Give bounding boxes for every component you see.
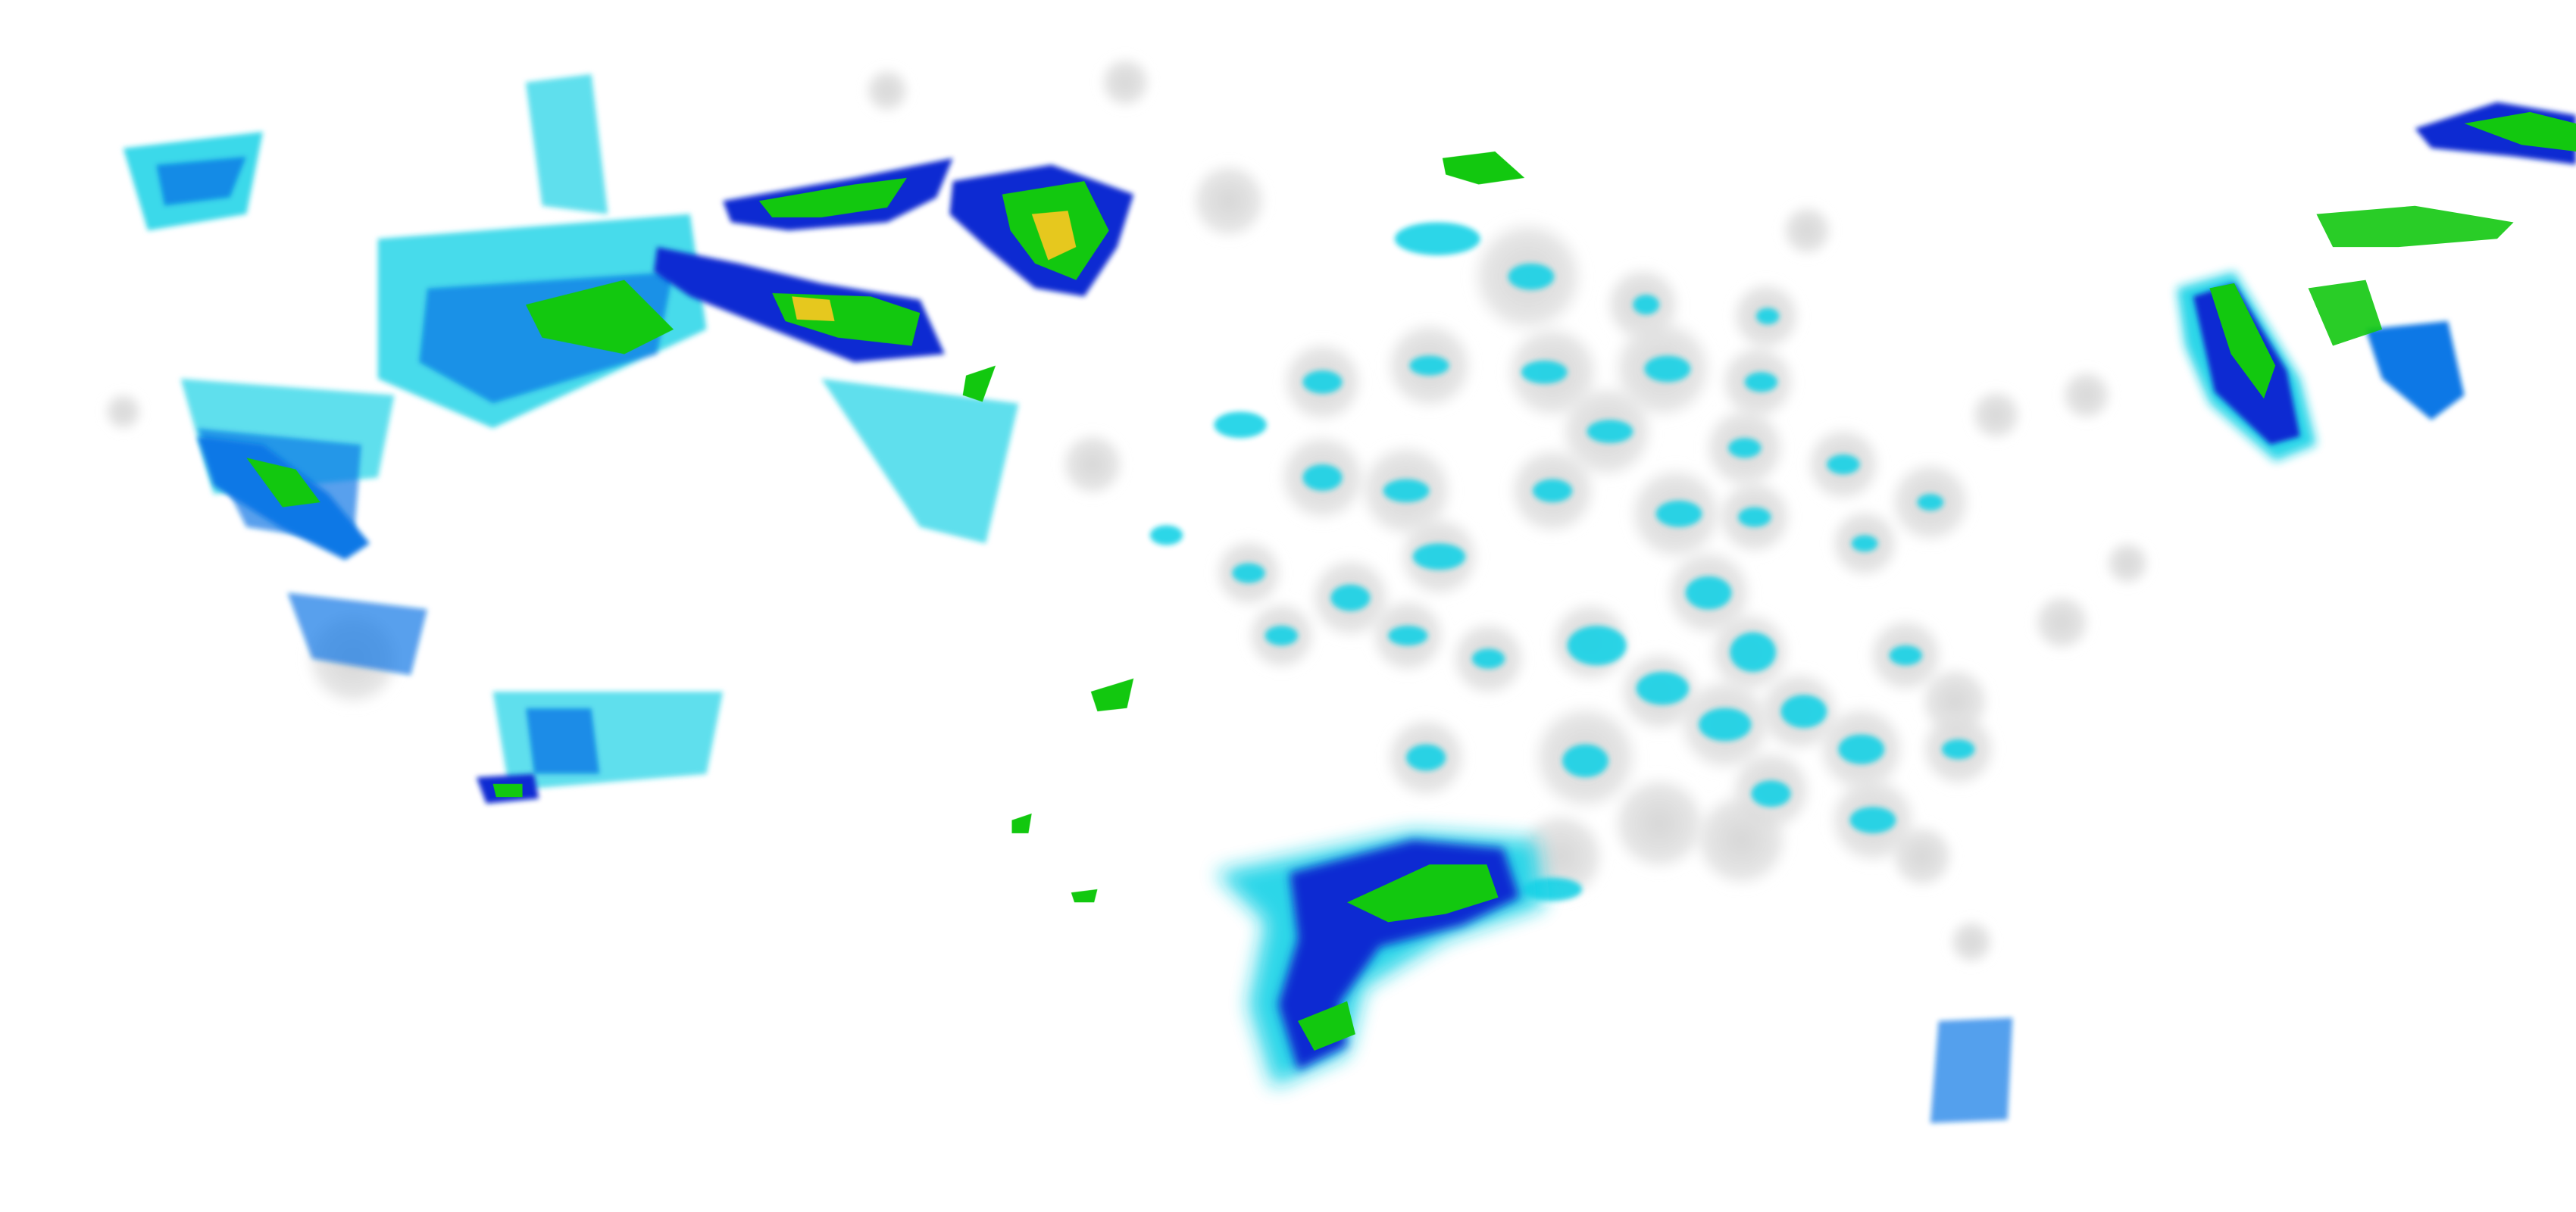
clutter-ring xyxy=(2060,368,2113,422)
storm-band xyxy=(2316,205,2514,248)
clutter-ring xyxy=(2032,592,2092,652)
echo-cluster xyxy=(287,592,427,676)
storm-band xyxy=(1442,152,1525,185)
echo xyxy=(1508,263,1555,290)
echo xyxy=(1751,780,1791,807)
echo xyxy=(1567,626,1627,666)
clutter-ring xyxy=(103,392,143,432)
storm-band xyxy=(1347,864,1499,923)
storm-band xyxy=(2308,280,2383,346)
echo xyxy=(1738,507,1771,527)
echo xyxy=(1562,744,1608,778)
echo xyxy=(1533,479,1573,503)
echo xyxy=(1636,671,1690,705)
echo xyxy=(1265,626,1299,646)
echo xyxy=(1744,372,1778,392)
storm-band xyxy=(525,280,674,355)
echo xyxy=(1302,464,1343,491)
storm-band xyxy=(2209,283,2276,399)
echo xyxy=(1780,695,1827,728)
echo xyxy=(1699,708,1752,742)
echo xyxy=(1412,543,1466,570)
echo xyxy=(1383,479,1430,503)
light-precip-layer xyxy=(1149,222,1975,901)
echo xyxy=(1330,584,1371,611)
storm-band xyxy=(758,177,907,217)
storm-band xyxy=(1011,813,1032,833)
clutter-ring xyxy=(2104,540,2151,586)
echo xyxy=(1917,494,1944,511)
echo xyxy=(1655,500,1702,527)
echo xyxy=(1728,438,1762,458)
clutter-ring xyxy=(1780,204,1834,258)
storm-band xyxy=(1071,889,1098,903)
echo xyxy=(1851,535,1878,552)
clutter-ring xyxy=(864,67,911,114)
clutter-ring xyxy=(1610,773,1709,873)
echo xyxy=(1587,420,1633,443)
storm-band xyxy=(1031,211,1077,261)
echo xyxy=(1827,454,1860,475)
storm-band xyxy=(1930,1017,2013,1123)
clutter-ring xyxy=(1889,823,1955,889)
echo xyxy=(1730,632,1777,672)
echo xyxy=(1214,411,1267,439)
echo xyxy=(1232,563,1265,583)
echo xyxy=(1889,645,1922,666)
echo xyxy=(1302,370,1343,394)
echo xyxy=(1685,576,1732,610)
storm-band xyxy=(246,458,320,508)
echo xyxy=(1471,648,1505,669)
storm-band xyxy=(1298,1001,1355,1051)
echo xyxy=(1942,739,1975,760)
echo xyxy=(1406,744,1446,771)
storm-band xyxy=(2464,111,2576,152)
clutter-ring xyxy=(1692,790,1791,889)
storm-band xyxy=(962,365,996,402)
echo xyxy=(1388,626,1428,646)
echo xyxy=(1755,308,1780,325)
echo xyxy=(1394,222,1480,255)
echo-cluster xyxy=(155,156,247,206)
storm-band xyxy=(492,783,523,798)
storm-band xyxy=(792,296,835,321)
storm-band xyxy=(1090,678,1134,712)
ground-clutter-layer xyxy=(103,55,2151,965)
clutter-ring xyxy=(1948,919,1995,965)
echo xyxy=(1838,734,1885,764)
echo xyxy=(1409,355,1449,376)
clutter-ring xyxy=(1969,389,2023,442)
echo-cluster xyxy=(525,708,600,774)
echo xyxy=(1644,355,1691,383)
storm-cells xyxy=(197,102,2576,1123)
storm-band xyxy=(2365,320,2465,420)
echo-cluster xyxy=(821,379,1019,544)
echo xyxy=(1149,525,1183,545)
echo-cluster xyxy=(525,73,608,214)
echo xyxy=(1633,295,1660,315)
clutter-ring xyxy=(1099,55,1152,109)
echo xyxy=(1849,807,1896,833)
clutter-ring xyxy=(1059,431,1126,498)
clutter-ring xyxy=(1189,161,1268,241)
echo xyxy=(1521,361,1568,384)
